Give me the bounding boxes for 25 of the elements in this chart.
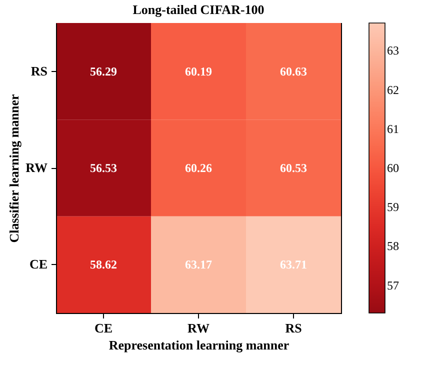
color-bar-label: 60 <box>387 161 399 175</box>
color-bar-label: 57 <box>387 278 399 292</box>
y-tick-label: RW <box>26 160 48 175</box>
data-label: 60.53 <box>280 161 307 175</box>
color-bar-label: 63 <box>387 44 399 58</box>
x-tick-label: RW <box>188 320 210 336</box>
data-label: 56.53 <box>90 161 117 175</box>
x-tick-label: RS <box>285 320 302 336</box>
data-label: 63.17 <box>185 258 212 272</box>
data-label: 56.29 <box>90 64 117 78</box>
data-label: 60.26 <box>185 161 212 175</box>
color-bar-label: 58 <box>387 239 399 254</box>
data-label: 60.63 <box>280 64 307 78</box>
y-tick-label: CE <box>29 256 48 272</box>
color-bar-label: 62 <box>387 82 399 97</box>
chart-title: Long-tailed CIFAR-100 <box>132 2 264 17</box>
data-label: 58.62 <box>90 258 117 272</box>
y-tick-label: RS <box>30 63 48 78</box>
y-axis-title: Classifier learning manner <box>6 94 22 243</box>
color-bar-label: 61 <box>387 122 399 136</box>
color-bar-label: 59 <box>387 200 399 214</box>
x-axis-title: Representation learning manner <box>108 338 290 352</box>
data-label: 63.71 <box>280 258 307 272</box>
data-label: 60.19 <box>185 64 212 78</box>
x-tick-label: CE <box>94 320 113 336</box>
